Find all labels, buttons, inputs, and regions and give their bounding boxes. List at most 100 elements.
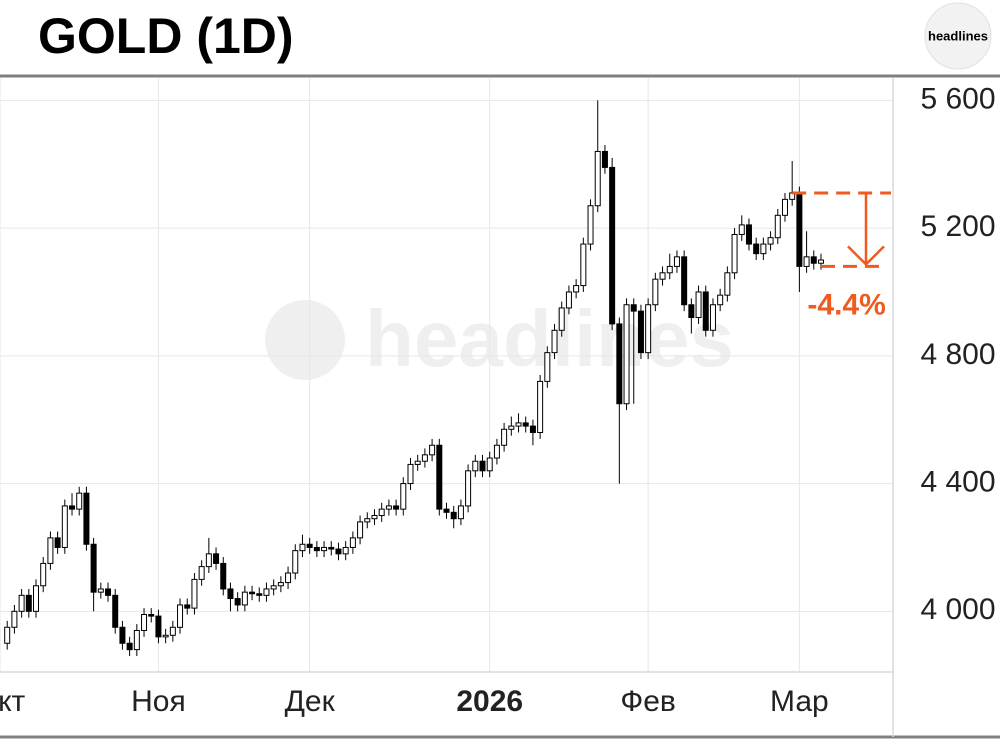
candle-body [393,505,400,510]
candle-body [429,444,436,456]
candle-body [76,492,83,510]
candle-body [385,505,392,510]
candle-body [184,604,191,609]
candle-body [817,259,824,264]
annotation-arrowhead [847,245,885,267]
candle-body [414,460,421,465]
candle-body [465,470,472,507]
candle-body [198,566,205,580]
candle-body [508,425,515,430]
candle-body [371,515,378,520]
candle-body [112,594,119,628]
candle-body [234,598,241,606]
candle-body [796,192,803,267]
candle-body [443,508,450,513]
candle-body [277,582,284,587]
candle-body [681,256,688,306]
candle-body [357,521,364,539]
candle-body [378,508,385,517]
candle-body [580,243,587,287]
candle-body [810,256,817,264]
candle-body [544,352,551,382]
candle-body [407,463,414,485]
candle-body [155,615,162,638]
logo-circle [924,2,992,70]
candle-body [472,460,479,472]
candle-body [767,237,774,245]
candle-body [537,380,544,433]
candle-body [738,224,745,235]
candle-body [630,304,637,312]
candle-body [709,304,716,331]
candle-body [292,550,299,574]
candle-body [83,492,90,545]
candle-body [119,626,126,644]
candle-body [97,588,104,593]
chart-title: GOLD (1D) [38,8,294,64]
candle-body [522,422,529,427]
candle-body [263,588,270,596]
candle-body [4,626,11,644]
y-tick-label: 4 800 [920,338,995,371]
candle-body [47,537,54,564]
candle-body [587,205,594,245]
candle-body [313,546,320,552]
candle-body [205,553,212,568]
candle-body [652,278,659,306]
candle-body [760,243,767,255]
candle-body [436,444,443,510]
candle-body [61,505,68,548]
candle-body [529,425,536,433]
candle-body [227,588,234,600]
candle-body [659,272,666,280]
y-tick-label: 4 000 [920,593,995,626]
candle-body [364,518,371,523]
candle-body [609,166,616,325]
candle-body [479,460,486,472]
y-tick-label: 5 200 [920,210,995,243]
candle-body [803,256,810,267]
candle-body [213,553,220,564]
candle-body [486,457,493,472]
candle-body [745,224,752,245]
candle-body [169,626,176,636]
candle-body [421,454,428,462]
candle-body [781,198,788,216]
candle-body [25,594,32,612]
watermark-icon [265,300,345,380]
candle-body [666,265,673,274]
candle-body [11,610,18,628]
candle-body [328,546,335,550]
candle-body [774,214,781,239]
candle-body [148,614,155,617]
candle-body [349,537,356,548]
watermark-group: headlines [265,294,734,383]
candle-body [40,562,47,587]
candle-body [69,505,76,510]
candle-body [493,444,500,459]
candle-body [551,329,558,354]
x-tick-label: Окт [0,685,26,718]
candle-body [33,585,40,612]
candle-body [18,594,25,612]
candle-body [141,614,148,631]
candle-body [256,593,263,596]
y-tick-label: 5 600 [920,82,995,115]
candle-body [342,546,349,555]
candle-body [673,256,680,267]
candle-body [645,304,652,354]
x-tick-label: Дек [285,685,336,718]
candle-body [601,150,608,168]
x-tick-label: 2026 [456,685,523,718]
candle-body [133,629,140,651]
candle-body [558,307,565,331]
candle-body [54,537,61,548]
candle-body [702,291,709,331]
candle-body [321,546,328,552]
candle-body [105,588,112,596]
candle-body [162,634,169,638]
candle-body [249,591,256,595]
candle-body [191,578,198,609]
candle-body [306,543,313,548]
